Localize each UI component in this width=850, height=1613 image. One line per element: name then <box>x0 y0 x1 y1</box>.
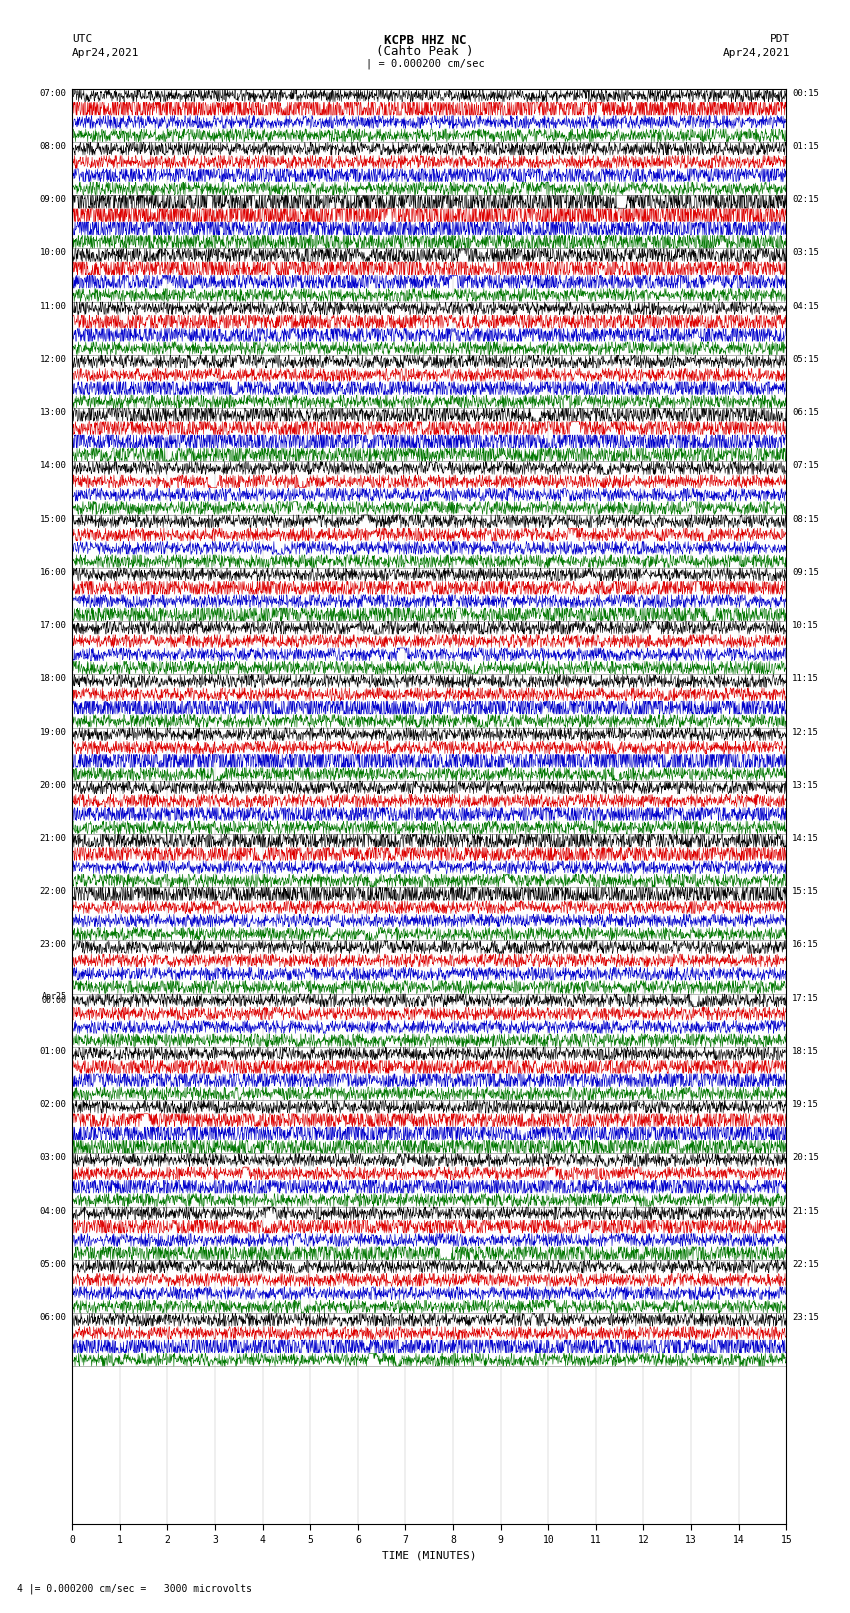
Text: 17:15: 17:15 <box>792 994 819 1003</box>
Text: 09:00: 09:00 <box>40 195 66 205</box>
Text: 10:15: 10:15 <box>792 621 819 631</box>
Text: PDT: PDT <box>770 34 790 44</box>
Text: 18:15: 18:15 <box>792 1047 819 1057</box>
Text: 21:15: 21:15 <box>792 1207 819 1216</box>
Text: 03:15: 03:15 <box>792 248 819 258</box>
Text: 07:15: 07:15 <box>792 461 819 471</box>
Text: 19:00: 19:00 <box>40 727 66 737</box>
Text: 23:15: 23:15 <box>792 1313 819 1323</box>
Text: Apr24,2021: Apr24,2021 <box>723 48 791 58</box>
Text: KCPB HHZ NC: KCPB HHZ NC <box>383 34 467 47</box>
Text: 4 |= 0.000200 cm/sec =   3000 microvolts: 4 |= 0.000200 cm/sec = 3000 microvolts <box>17 1582 252 1594</box>
Text: 11:15: 11:15 <box>792 674 819 684</box>
Text: 15:15: 15:15 <box>792 887 819 897</box>
Text: 09:15: 09:15 <box>792 568 819 577</box>
Text: 05:00: 05:00 <box>40 1260 66 1269</box>
Text: 02:00: 02:00 <box>40 1100 66 1110</box>
Text: 17:00: 17:00 <box>40 621 66 631</box>
Text: 00:00: 00:00 <box>42 995 66 1005</box>
Text: Apr25: Apr25 <box>42 992 66 1000</box>
Text: 16:00: 16:00 <box>40 568 66 577</box>
Text: 01:15: 01:15 <box>792 142 819 152</box>
Text: 04:00: 04:00 <box>40 1207 66 1216</box>
Text: 16:15: 16:15 <box>792 940 819 950</box>
X-axis label: TIME (MINUTES): TIME (MINUTES) <box>382 1550 477 1560</box>
Text: 18:00: 18:00 <box>40 674 66 684</box>
Text: 08:00: 08:00 <box>40 142 66 152</box>
Text: 21:00: 21:00 <box>40 834 66 844</box>
Text: 02:15: 02:15 <box>792 195 819 205</box>
Text: 00:15: 00:15 <box>792 89 819 98</box>
Text: 14:00: 14:00 <box>40 461 66 471</box>
Text: 07:00: 07:00 <box>40 89 66 98</box>
Text: 05:15: 05:15 <box>792 355 819 365</box>
Text: 13:00: 13:00 <box>40 408 66 418</box>
Text: 06:00: 06:00 <box>40 1313 66 1323</box>
Text: | = 0.000200 cm/sec: | = 0.000200 cm/sec <box>366 58 484 69</box>
Text: 04:15: 04:15 <box>792 302 819 311</box>
Text: 12:15: 12:15 <box>792 727 819 737</box>
Text: 03:00: 03:00 <box>40 1153 66 1163</box>
Text: 08:15: 08:15 <box>792 515 819 524</box>
Text: 20:00: 20:00 <box>40 781 66 790</box>
Text: 23:00: 23:00 <box>40 940 66 950</box>
Text: 19:15: 19:15 <box>792 1100 819 1110</box>
Text: 13:15: 13:15 <box>792 781 819 790</box>
Text: UTC: UTC <box>72 34 93 44</box>
Text: 20:15: 20:15 <box>792 1153 819 1163</box>
Text: 22:15: 22:15 <box>792 1260 819 1269</box>
Text: 12:00: 12:00 <box>40 355 66 365</box>
Text: 10:00: 10:00 <box>40 248 66 258</box>
Text: (Cahto Peak ): (Cahto Peak ) <box>377 45 473 58</box>
Text: 15:00: 15:00 <box>40 515 66 524</box>
Text: 01:00: 01:00 <box>40 1047 66 1057</box>
Text: 11:00: 11:00 <box>40 302 66 311</box>
Text: 14:15: 14:15 <box>792 834 819 844</box>
Text: 22:00: 22:00 <box>40 887 66 897</box>
Text: Apr24,2021: Apr24,2021 <box>72 48 139 58</box>
Text: 06:15: 06:15 <box>792 408 819 418</box>
